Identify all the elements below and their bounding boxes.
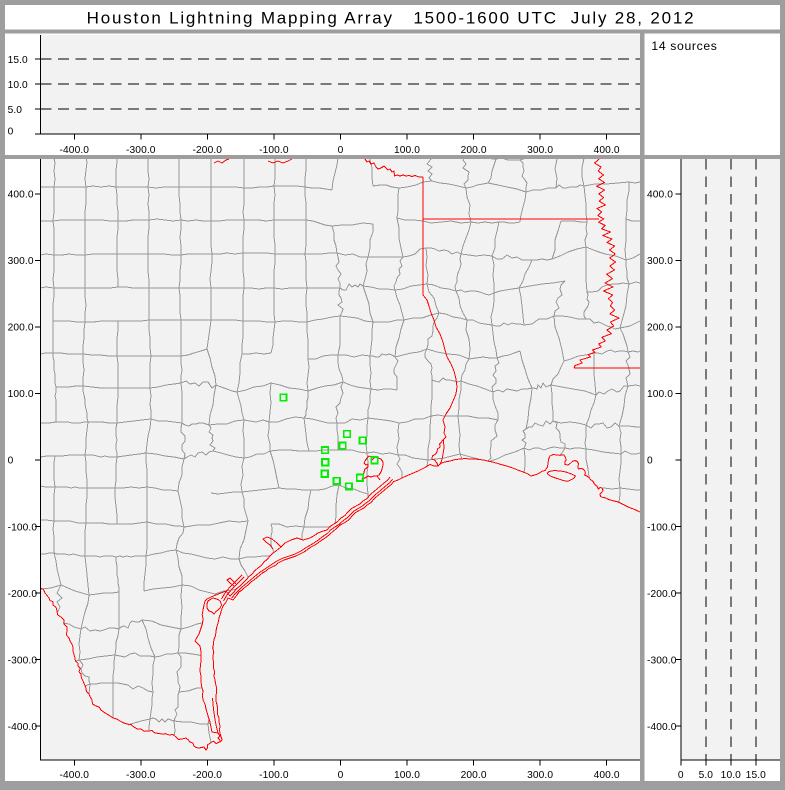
svg-text:300.0: 300.0 bbox=[527, 145, 553, 156]
svg-text:300.0: 300.0 bbox=[647, 256, 673, 267]
svg-text:-300.0: -300.0 bbox=[8, 655, 38, 666]
svg-text:100.0: 100.0 bbox=[394, 770, 420, 781]
svg-text:-300.0: -300.0 bbox=[126, 145, 156, 156]
svg-text:100.0: 100.0 bbox=[394, 145, 420, 156]
svg-text:-400.0: -400.0 bbox=[8, 722, 38, 733]
svg-text:100.0: 100.0 bbox=[8, 389, 34, 400]
svg-text:100.0: 100.0 bbox=[647, 389, 673, 400]
svg-text:-200.0: -200.0 bbox=[193, 145, 223, 156]
svg-text:-100.0: -100.0 bbox=[259, 770, 289, 781]
svg-text:-400.0: -400.0 bbox=[647, 722, 677, 733]
svg-text:0: 0 bbox=[338, 770, 344, 781]
svg-text:300.0: 300.0 bbox=[8, 256, 34, 267]
svg-text:10.0: 10.0 bbox=[8, 80, 28, 91]
svg-text:-100.0: -100.0 bbox=[8, 522, 38, 533]
svg-text:0: 0 bbox=[8, 456, 14, 467]
svg-text:0: 0 bbox=[338, 145, 344, 156]
svg-text:15.0: 15.0 bbox=[746, 770, 766, 781]
svg-text:400.0: 400.0 bbox=[594, 145, 620, 156]
svg-text:14 sources: 14 sources bbox=[651, 39, 717, 53]
svg-text:-200.0: -200.0 bbox=[647, 589, 677, 600]
svg-text:-400.0: -400.0 bbox=[60, 145, 90, 156]
svg-text:15.0: 15.0 bbox=[8, 55, 28, 66]
svg-text:-100.0: -100.0 bbox=[647, 522, 677, 533]
svg-text:-300.0: -300.0 bbox=[647, 655, 677, 666]
svg-text:-300.0: -300.0 bbox=[126, 770, 156, 781]
svg-text:400.0: 400.0 bbox=[8, 190, 34, 201]
svg-text:400.0: 400.0 bbox=[594, 770, 620, 781]
svg-text:-100.0: -100.0 bbox=[259, 145, 289, 156]
svg-text:Houston Lightning Mapping Arra: Houston Lightning Mapping Array 1500-160… bbox=[87, 9, 696, 28]
svg-text:200.0: 200.0 bbox=[461, 770, 487, 781]
svg-text:-400.0: -400.0 bbox=[60, 770, 90, 781]
svg-text:200.0: 200.0 bbox=[8, 323, 34, 334]
svg-text:-200.0: -200.0 bbox=[8, 589, 38, 600]
svg-text:300.0: 300.0 bbox=[527, 770, 553, 781]
svg-text:5.0: 5.0 bbox=[699, 770, 714, 781]
svg-text:400.0: 400.0 bbox=[647, 190, 673, 201]
svg-text:5.0: 5.0 bbox=[8, 105, 23, 116]
svg-text:0: 0 bbox=[8, 127, 14, 138]
svg-text:0: 0 bbox=[678, 770, 684, 781]
svg-text:0: 0 bbox=[647, 456, 653, 467]
svg-text:-200.0: -200.0 bbox=[193, 770, 223, 781]
svg-text:200.0: 200.0 bbox=[647, 323, 673, 334]
svg-text:200.0: 200.0 bbox=[461, 145, 487, 156]
svg-text:10.0: 10.0 bbox=[721, 770, 741, 781]
